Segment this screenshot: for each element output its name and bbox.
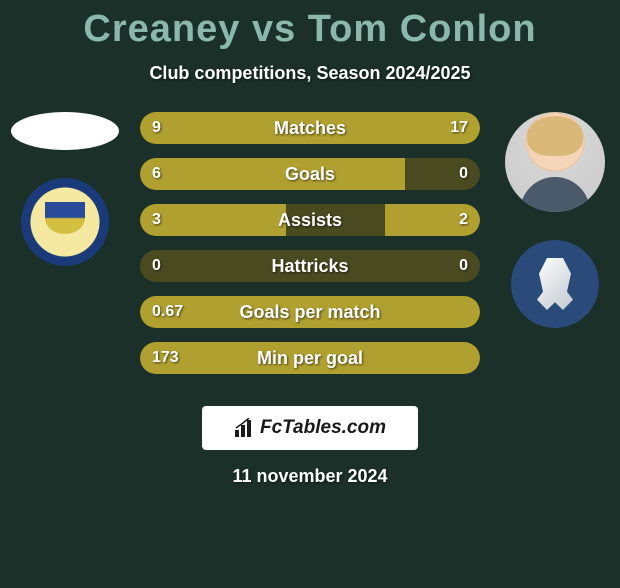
page-subtitle: Club competitions, Season 2024/2025 <box>0 63 620 84</box>
stat-value-left: 0 <box>152 250 161 282</box>
stat-label: Min per goal <box>140 342 480 374</box>
date-text: 11 november 2024 <box>0 466 620 487</box>
comparison-area: Matches917Goals60Assists32Hattricks00Goa… <box>0 112 620 392</box>
stat-label: Hattricks <box>140 250 480 282</box>
chart-icon <box>234 418 256 438</box>
left-player-column <box>10 112 120 266</box>
right-player-column <box>500 112 610 328</box>
club-badge-left <box>21 178 109 266</box>
attribution-text: FcTables.com <box>260 417 386 439</box>
stat-label: Goals per match <box>140 296 480 328</box>
player-photo-left <box>11 112 119 150</box>
stat-bars: Matches917Goals60Assists32Hattricks00Goa… <box>140 112 480 388</box>
stat-value-left: 9 <box>152 112 161 144</box>
stat-label: Goals <box>140 158 480 190</box>
stat-value-right: 0 <box>459 250 468 282</box>
stat-value-left: 173 <box>152 342 179 374</box>
stat-row-hattricks: Hattricks0 0 <box>140 250 480 282</box>
stat-row-goals-per-match: Goals per match0.67 <box>140 296 480 328</box>
stat-row-min-per-goal: Min per goal173 <box>140 342 480 374</box>
stat-row-matches: Matches9 17 <box>140 112 480 144</box>
stat-label: Assists <box>140 204 480 236</box>
stat-value-left: 6 <box>152 158 161 190</box>
stat-row-assists: Assists3 2 <box>140 204 480 236</box>
stat-value-left: 0.67 <box>152 296 183 328</box>
club-badge-right <box>511 240 599 328</box>
stat-value-right: 2 <box>459 204 468 236</box>
page-title: Creaney vs Tom Conlon <box>0 8 620 51</box>
stat-label: Matches <box>140 112 480 144</box>
stat-value-right: 17 <box>450 112 468 144</box>
player-photo-right <box>505 112 605 212</box>
stat-value-right: 0 <box>459 158 468 190</box>
attribution-badge[interactable]: FcTables.com <box>202 406 418 450</box>
stat-value-left: 3 <box>152 204 161 236</box>
stat-row-goals: Goals6 0 <box>140 158 480 190</box>
